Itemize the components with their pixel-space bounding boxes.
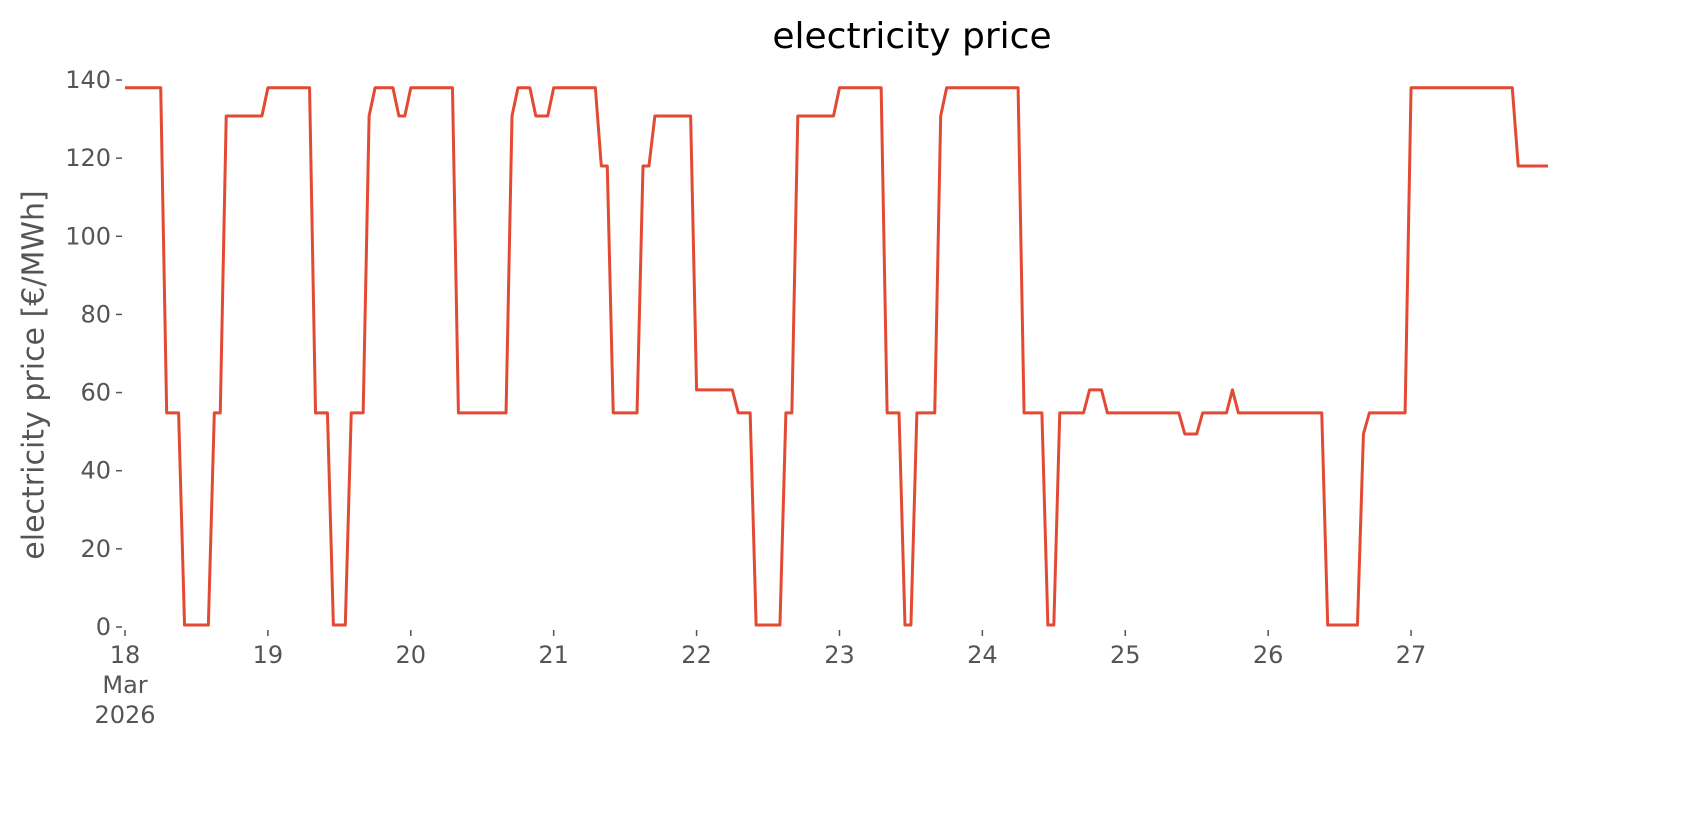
y-tick-label: 80 xyxy=(80,300,111,328)
x-tick-label: 23 xyxy=(824,641,855,669)
x-tick-label-line: Mar xyxy=(102,671,147,699)
y-tick-label: 20 xyxy=(80,535,111,563)
x-tick-label: 24 xyxy=(967,641,998,669)
y-tick-label: 60 xyxy=(80,379,111,407)
x-tick-label: 21 xyxy=(538,641,569,669)
x-tick-label: 27 xyxy=(1396,641,1427,669)
y-tick-label: 40 xyxy=(80,457,111,485)
x-tick-label: 19 xyxy=(253,641,284,669)
y-axis-label: electricity price [€/MWh] xyxy=(17,190,52,559)
x-tick-label: 26 xyxy=(1253,641,1284,669)
y-tick-label: 0 xyxy=(96,613,111,641)
y-tick-label: 140 xyxy=(65,66,111,94)
chart-title: electricity price xyxy=(772,16,1051,57)
y-tick-label: 120 xyxy=(65,144,111,172)
x-tick-label: 18 Mar 2026 xyxy=(94,641,155,729)
x-tick-label: 22 xyxy=(681,641,712,669)
price-line xyxy=(125,86,1548,627)
x-tick-label-line: 18 xyxy=(110,641,141,669)
x-tick-label: 20 xyxy=(396,641,427,669)
x-tick-label: 25 xyxy=(1110,641,1141,669)
y-tick-label: 100 xyxy=(65,222,111,250)
x-tick-label-line: 2026 xyxy=(94,701,155,729)
